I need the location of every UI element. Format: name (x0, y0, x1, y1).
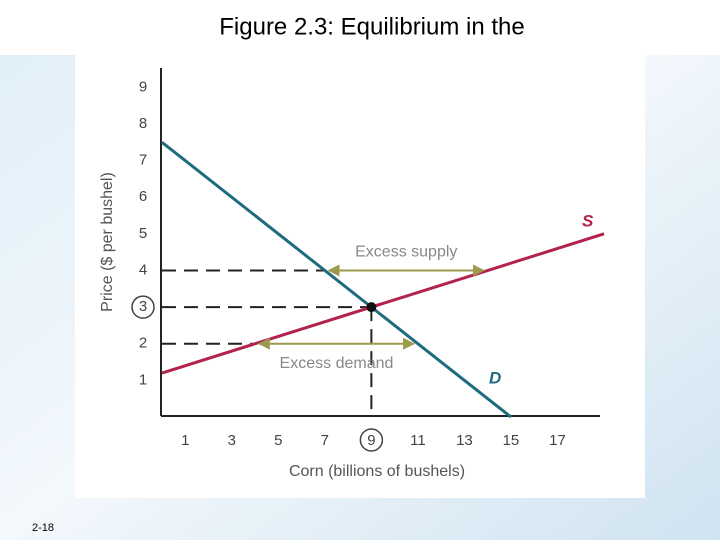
x-tick-label: 5 (274, 432, 282, 449)
y-tick-label: 4 (139, 261, 147, 278)
y-tick-label: 7 (139, 152, 147, 169)
series-line (161, 232, 605, 375)
x-tick-label: 11 (410, 432, 426, 449)
series-label: S (582, 211, 594, 230)
y-tick-label: 8 (139, 115, 147, 132)
x-tick-label: 1 (181, 432, 189, 449)
y-tick-label: 2 (139, 335, 147, 352)
y-tick-label: 5 (139, 225, 147, 242)
x-tick-label: 15 (503, 432, 520, 449)
tick-highlight (359, 428, 384, 452)
x-tick-label: 17 (549, 432, 566, 449)
annotation-label: Excess supply (355, 244, 457, 261)
x-tick-label: 9 (367, 432, 375, 449)
series-label: D (489, 368, 501, 387)
x-tick-label: 13 (456, 432, 473, 449)
page-number: 2-18 (32, 522, 54, 534)
x-tick-label: 3 (228, 432, 236, 449)
title-band (0, 0, 720, 55)
chart-panel (75, 55, 645, 498)
equilibrium-point (366, 302, 377, 313)
y-axis-label: Price ($ per bushel) (99, 172, 116, 312)
y-tick-label: 9 (139, 78, 147, 95)
y-tick-label: 1 (139, 371, 147, 388)
y-tick-label: 6 (139, 188, 147, 205)
x-axis-label: Corn (billions of bushels) (289, 463, 465, 480)
slide-title: Figure 2.3: Equilibrium in the (219, 13, 524, 40)
x-tick-label: 7 (321, 432, 329, 449)
y-tick-label: 3 (139, 298, 147, 315)
series-line (161, 141, 512, 419)
tick-highlight (131, 295, 155, 319)
annotation-label: Excess demand (280, 355, 394, 372)
